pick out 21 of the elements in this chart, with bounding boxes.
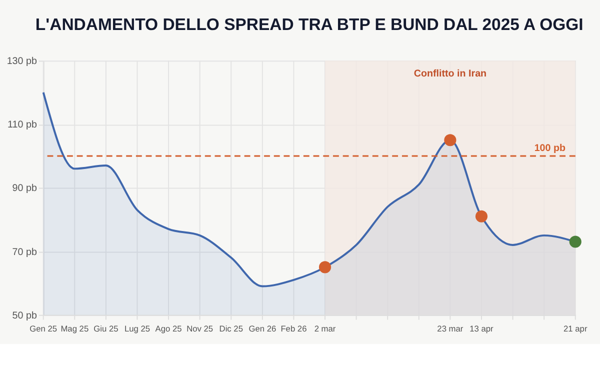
x-tick-label: Gen 26 [248,324,276,334]
y-tick-label: 50 pb [12,310,38,322]
x-tick-label: 21 apr [564,324,588,334]
band-label: Conflitto in Iran [414,68,487,80]
x-tick-label: 23 mar [437,324,464,334]
x-tick-label: Lug 25 [124,324,150,334]
x-tick-label: Mag 25 [60,324,89,334]
x-tick-label: Dic 25 [219,324,244,334]
x-tick-label: Gen 25 [30,324,58,334]
ref-line-label: 100 pb [534,143,566,154]
x-tick-label: 2 mar [314,324,336,334]
x-tick-label: Nov 25 [186,324,214,334]
x-tick-label: Giu 25 [94,324,119,334]
x-tick-label: Feb 26 [280,324,308,334]
y-tick-label: 130 pb [6,56,38,68]
y-tick-label: 90 pb [12,183,38,194]
y-tick-label: 70 pb [12,246,38,258]
y-tick-label: 110 pb [8,120,38,131]
x-tick-label: 13 apr [470,324,494,334]
x-tick-label: Ago 25 [155,324,182,334]
chart-title: L'ANDAMENTO DELLO SPREAD TRA BTP E BUND DAL 2025 A OGGI [35,15,584,34]
